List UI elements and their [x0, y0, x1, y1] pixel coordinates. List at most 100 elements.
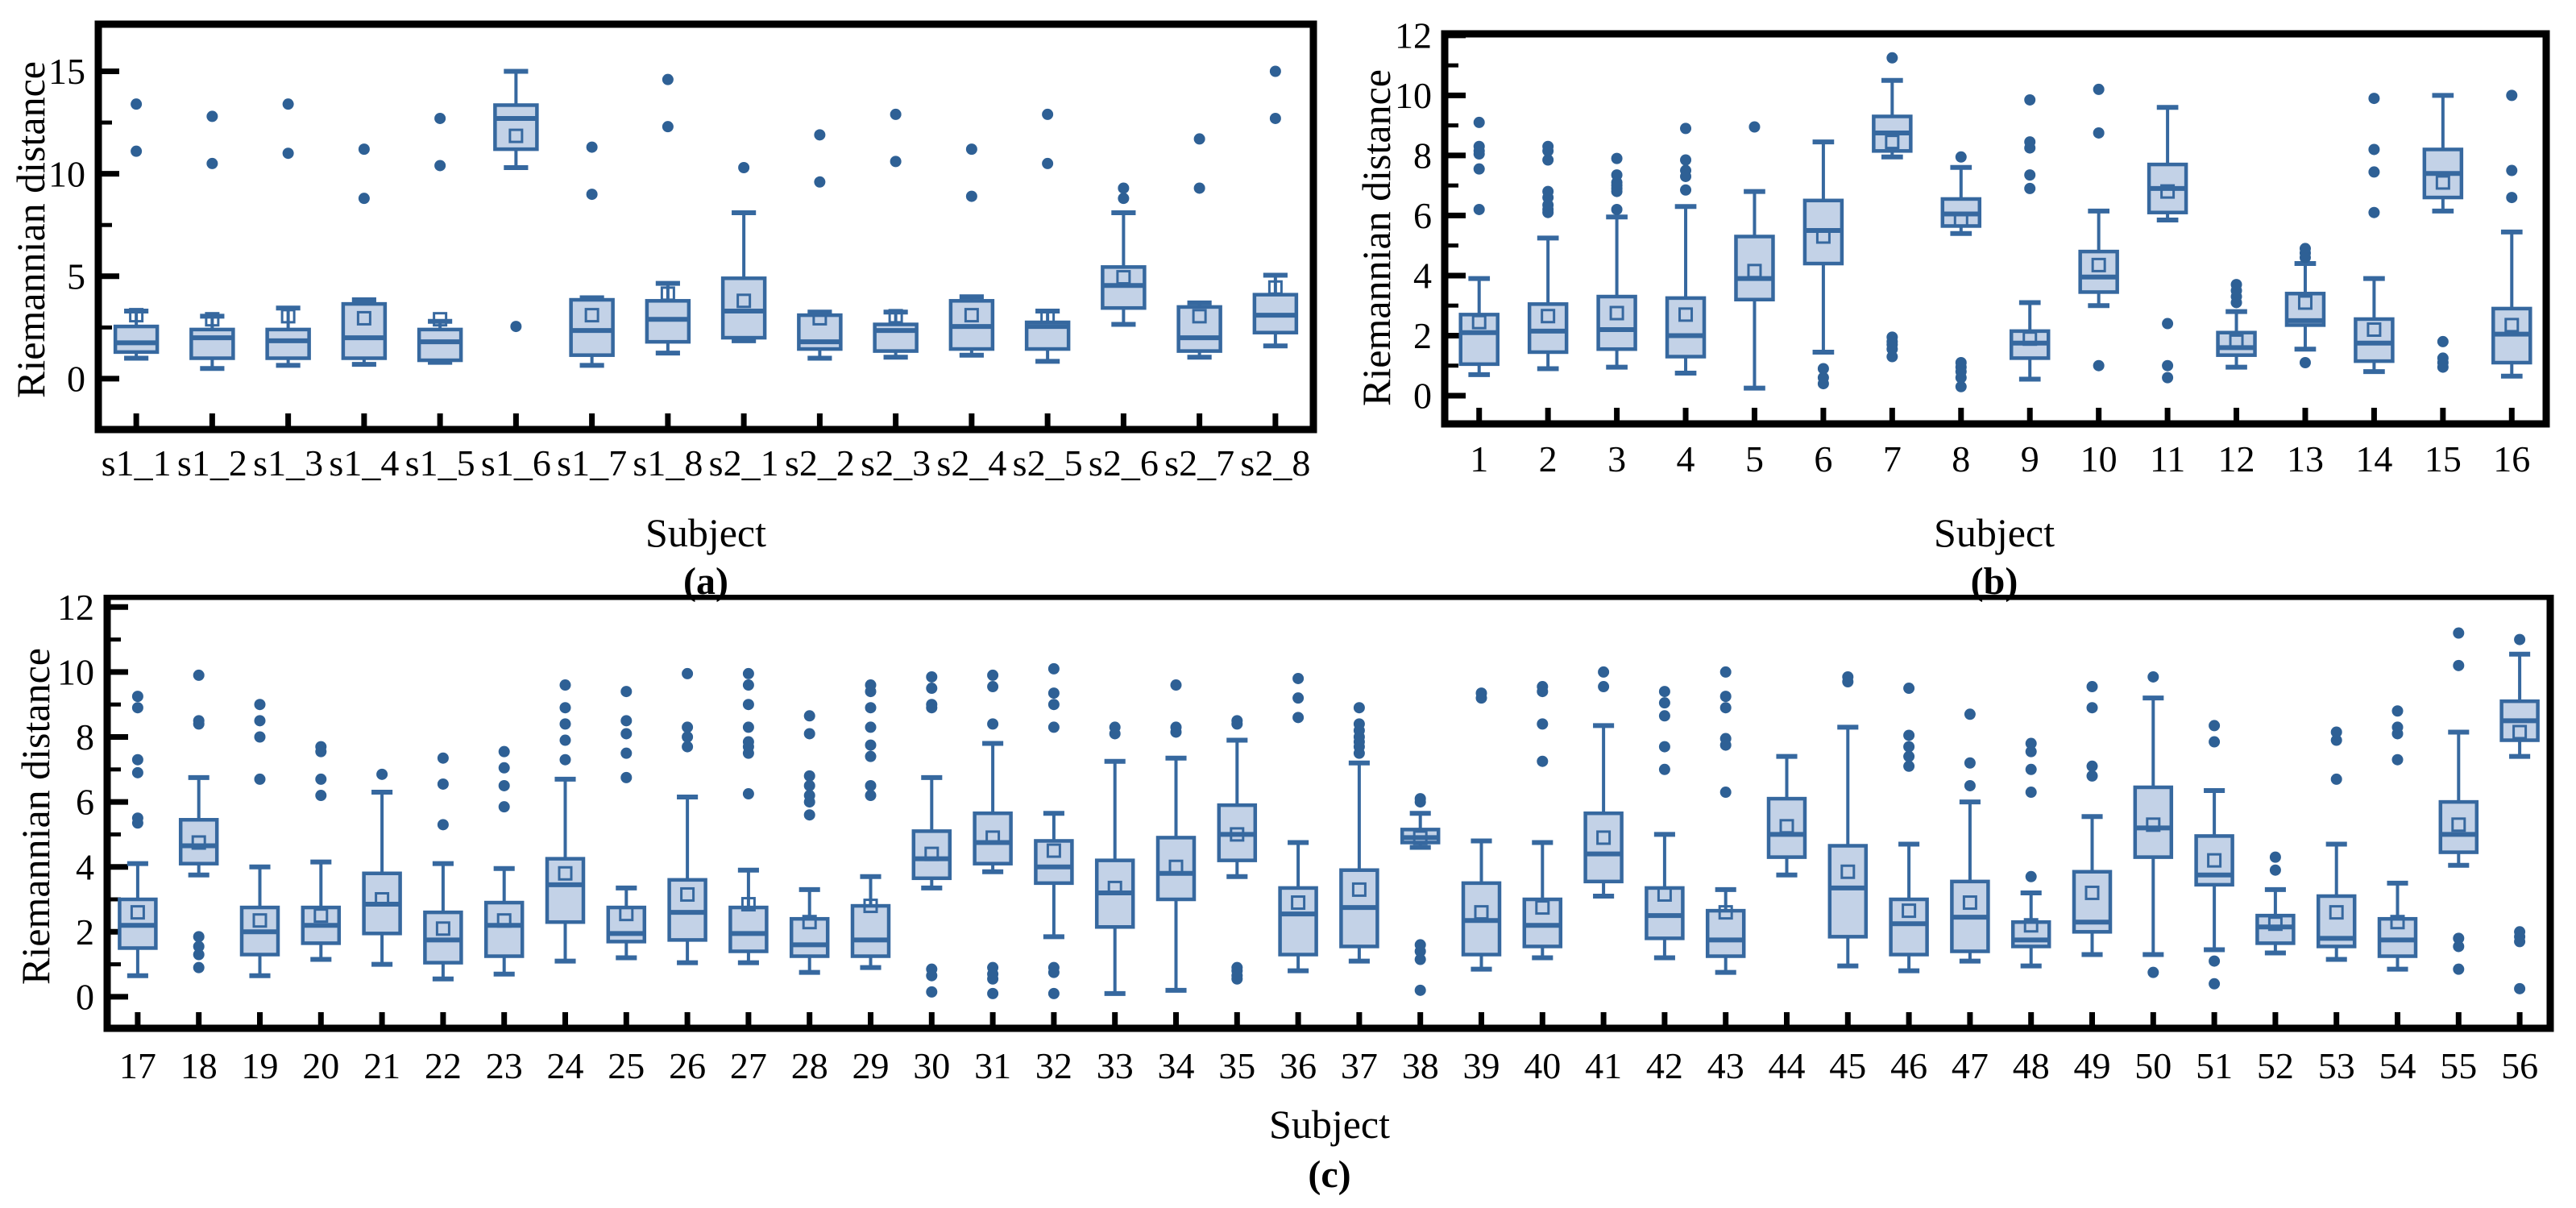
x-tick-label: 16 — [2493, 438, 2530, 479]
outlier-dot — [131, 702, 143, 714]
y-tick-label: 15 — [48, 51, 85, 92]
outlier-dot — [1047, 721, 1060, 733]
outlier-dot — [620, 686, 633, 698]
outlier-dot — [2368, 166, 2380, 178]
outlier-dot — [2330, 773, 2342, 785]
outlier-dot — [282, 98, 294, 110]
mean-marker — [1535, 900, 1550, 915]
outlier-dot — [437, 819, 449, 831]
outlier-dot — [1473, 203, 1485, 215]
mean-marker — [2267, 916, 2283, 932]
x-tick-label: 31 — [974, 1045, 1011, 1086]
box-group-s2_6 — [1101, 182, 1147, 327]
x-tick-label: 9 — [2021, 438, 2039, 479]
x-tick-label: 25 — [608, 1045, 645, 1086]
mean-marker — [1541, 309, 1556, 324]
mean-marker — [129, 308, 144, 323]
mean-marker — [130, 905, 145, 920]
outlier-dot — [1719, 702, 1732, 714]
mean-marker — [2504, 318, 2520, 333]
outlier-dot — [2086, 681, 2098, 693]
mean-marker — [619, 907, 634, 922]
outlier-dot — [254, 699, 266, 711]
box-group-s2_7 — [1176, 133, 1222, 360]
outlier-dot — [1537, 681, 1549, 693]
outlier-dot — [814, 129, 826, 141]
outlier-dot — [1719, 691, 1732, 703]
outlier-dot — [510, 321, 522, 333]
x-tick-label: 19 — [242, 1045, 279, 1086]
x-tick-label: 29 — [852, 1045, 890, 1086]
outlier-dot — [2391, 705, 2404, 717]
outlier-dot — [1680, 154, 1692, 166]
outlier-dot — [1414, 984, 1426, 996]
outlier-dot — [1047, 662, 1060, 675]
box-group-s1_4 — [341, 143, 388, 367]
x-tick-label: 4 — [1677, 438, 1695, 479]
outlier-dot — [1611, 152, 1623, 164]
outlier-dot — [865, 790, 877, 802]
outlier-dot — [1886, 52, 1898, 64]
outlier-dot — [1353, 718, 1365, 730]
box-group-s2_5 — [1024, 108, 1071, 364]
y-tick-label: 0 — [76, 977, 94, 1018]
outlier-dot — [2368, 143, 2380, 156]
mean-marker — [2023, 918, 2039, 933]
mean-marker — [1747, 264, 1762, 279]
outlier-dot — [1109, 721, 1121, 733]
outlier-dot — [1542, 154, 1554, 166]
x-tick-label: s1_5 — [405, 442, 475, 484]
box-group-22 — [423, 752, 463, 982]
outlier-dot — [1955, 356, 1967, 368]
box-group-30 — [911, 670, 952, 998]
outlier-dot — [1473, 116, 1485, 128]
mean-marker — [1474, 905, 1489, 920]
mean-marker — [2229, 334, 2244, 349]
mean-marker — [2022, 331, 2038, 347]
outlier-dot — [865, 702, 877, 714]
outlier-dot — [2514, 982, 2526, 994]
mean-marker — [252, 913, 268, 928]
chart-panel-a: 0 5 10 15 s1_1 s1_2 s1_3 s1_4 s1_5 s1_6 s1_7 s1_8 s2… — [0, 0, 1338, 603]
x-tick-label: 43 — [1707, 1045, 1744, 1086]
iqr-box — [2255, 913, 2296, 945]
outlier-dot — [2024, 93, 2036, 106]
outlier-dot — [2086, 760, 2098, 772]
outlier-dot — [1475, 687, 1487, 699]
outlier-dot — [2506, 192, 2518, 204]
box-group-53 — [2316, 726, 2357, 962]
box-group-s1_8 — [645, 73, 691, 356]
outlier-dot — [2514, 926, 2526, 938]
x-tick-label: 26 — [669, 1045, 706, 1086]
outlier-dot — [2437, 352, 2449, 364]
x-tick-label: s1_3 — [253, 442, 323, 484]
box-group-5 — [1734, 121, 1775, 391]
outlier-dot — [1964, 708, 1976, 720]
mean-marker — [660, 286, 675, 301]
x-tick-label: 15 — [2425, 438, 2462, 479]
mean-marker — [356, 310, 371, 326]
outlier-dot — [682, 721, 694, 733]
box-group-15 — [2422, 93, 2464, 373]
outlier-dot — [1680, 164, 1692, 176]
outlier-dot — [358, 143, 370, 156]
mean-marker — [2160, 184, 2176, 199]
outlier-dot — [1042, 157, 1054, 169]
mean-marker — [2367, 322, 2382, 338]
box-group-44 — [1766, 753, 1807, 878]
x-tick-label: 33 — [1097, 1045, 1134, 1086]
iqr-box — [178, 818, 219, 866]
mean-marker — [1107, 880, 1122, 895]
box-group-41 — [1583, 666, 1624, 899]
x-tick-label: 14 — [2355, 438, 2392, 479]
x-tick-label: 56 — [2501, 1045, 2538, 1086]
outlier-dot — [315, 773, 327, 785]
outlier-dot — [965, 190, 977, 202]
outlier-dot — [1903, 750, 1915, 762]
outlier-dot — [193, 961, 205, 973]
box-group-35 — [1217, 715, 1258, 985]
outlier-dot — [2330, 734, 2342, 746]
outlier-dot — [1817, 363, 1829, 375]
x-tick-label: 12 — [2218, 438, 2255, 479]
iqr-box — [911, 829, 952, 881]
